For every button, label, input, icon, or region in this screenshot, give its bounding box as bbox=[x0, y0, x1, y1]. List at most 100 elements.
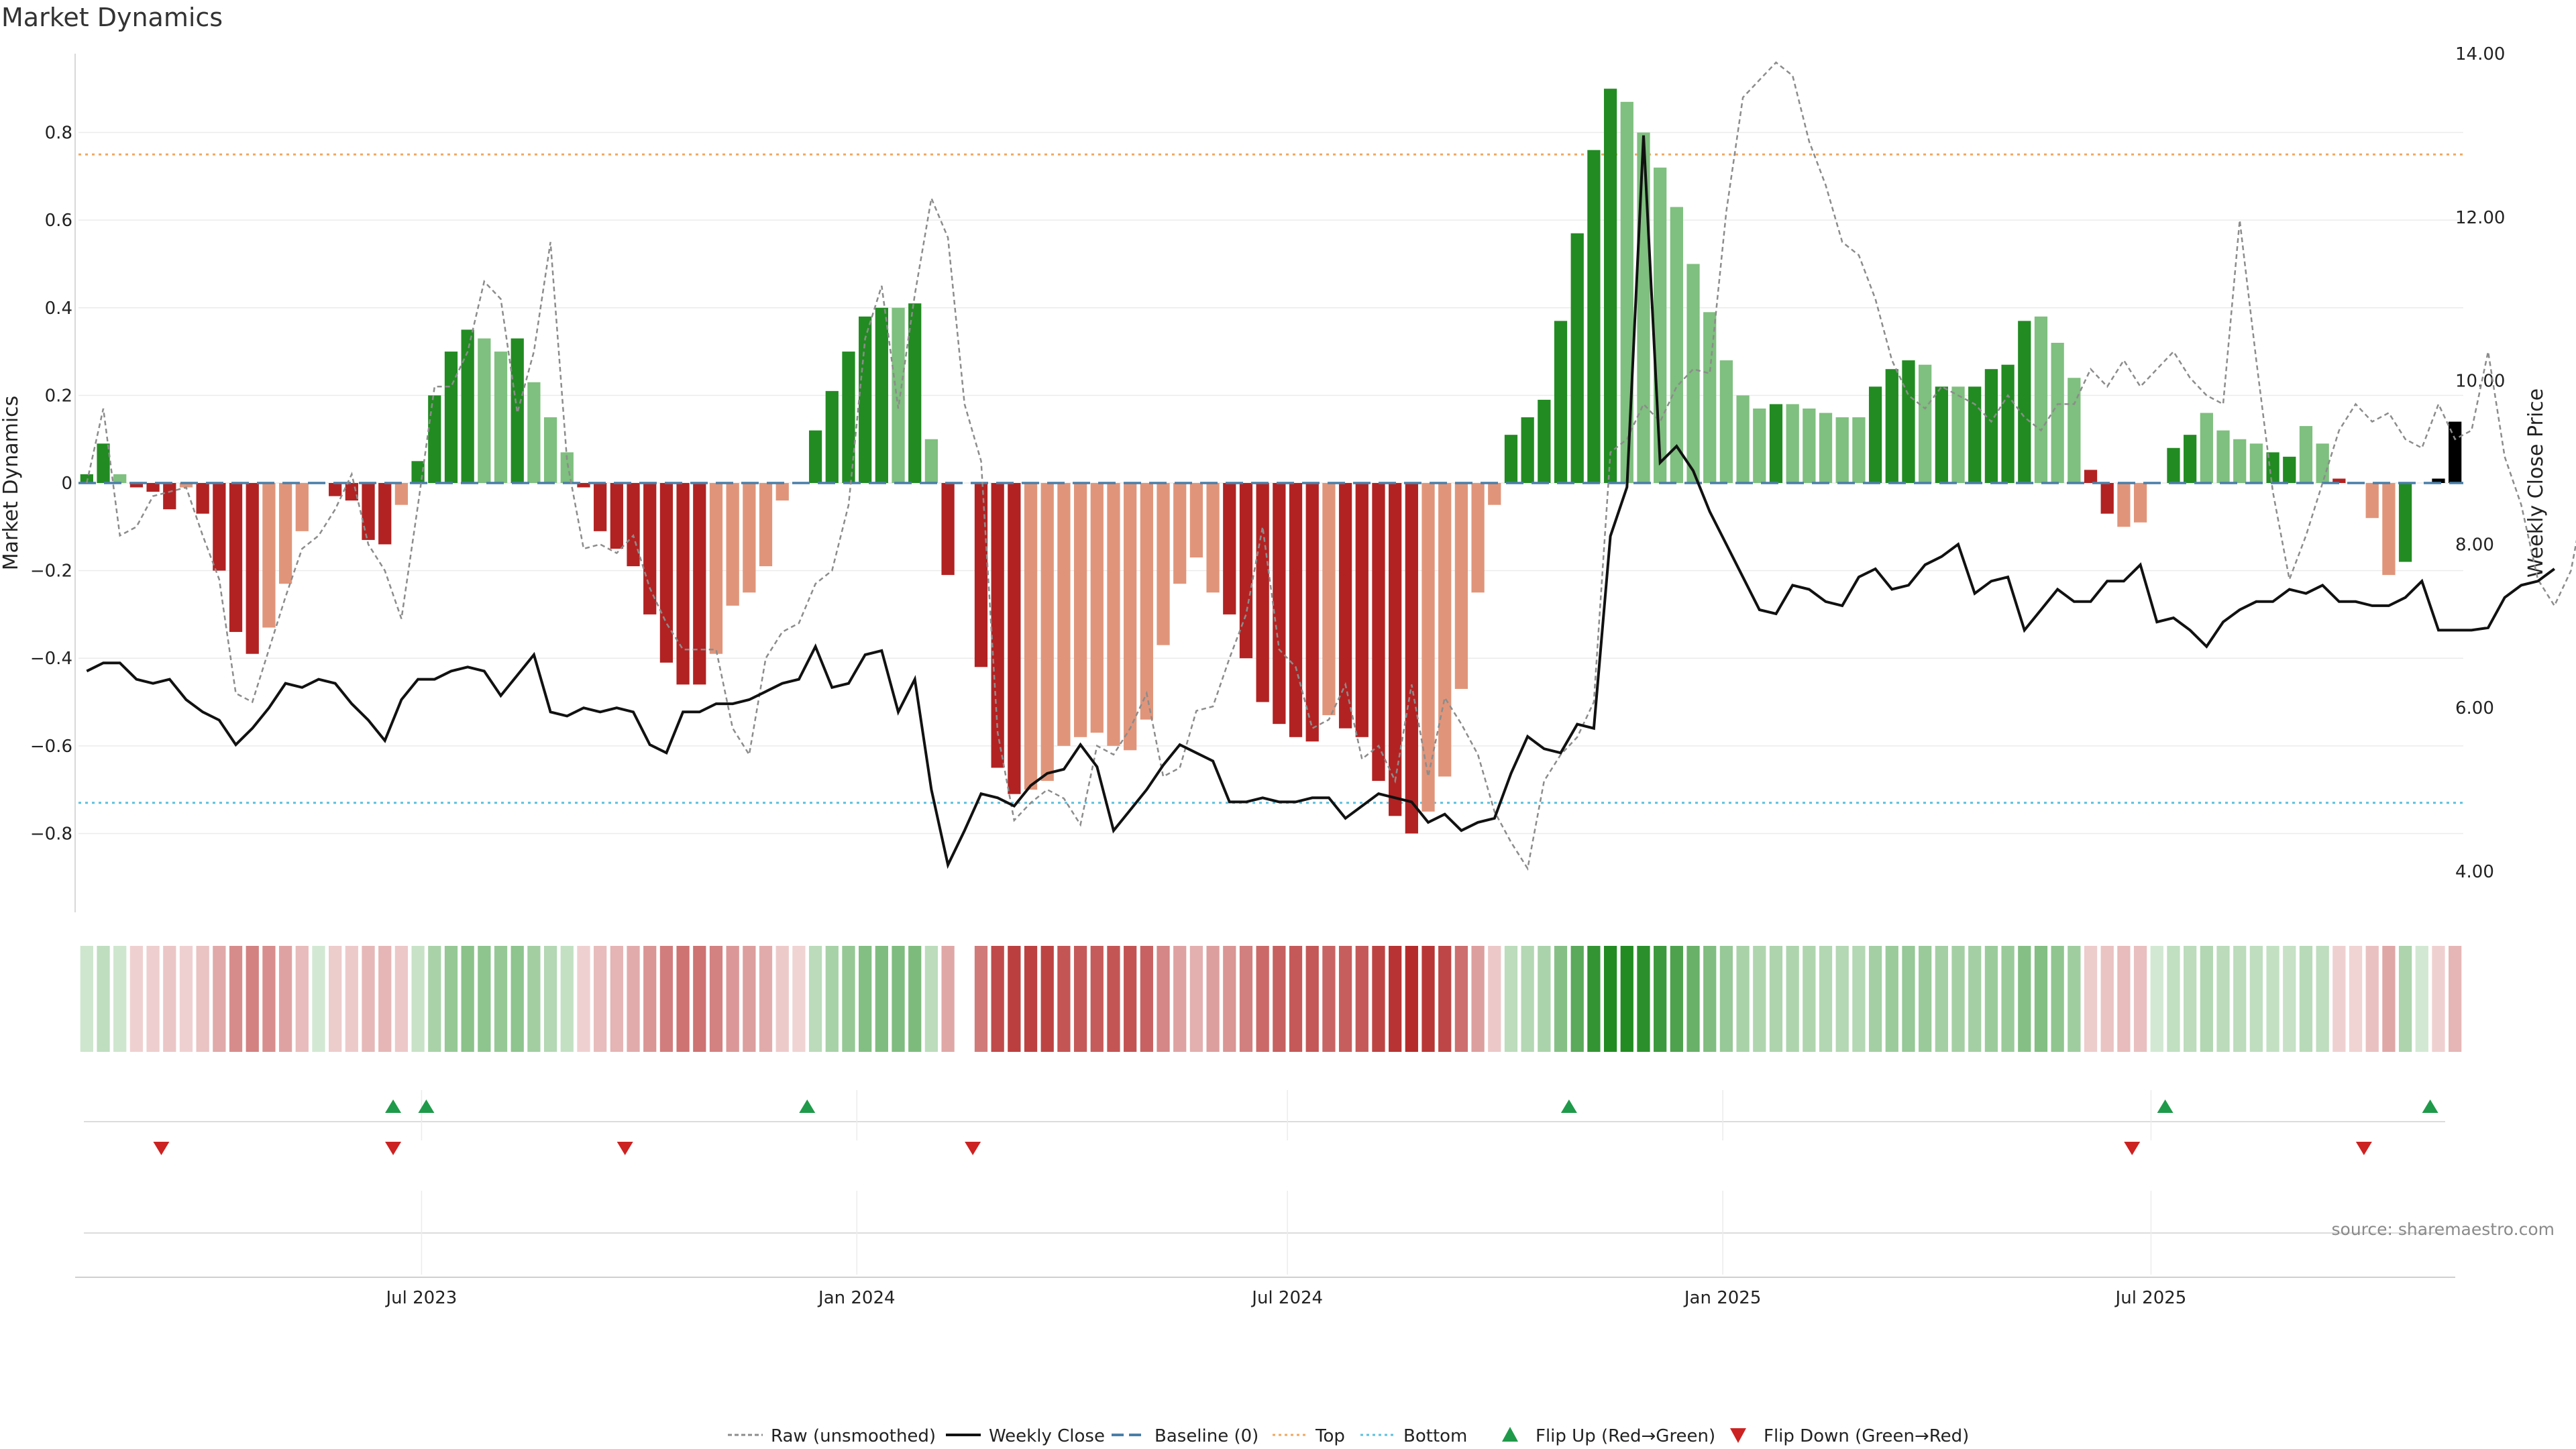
heat-strip-cell bbox=[1554, 946, 1568, 1052]
heat-strip-cell bbox=[1736, 946, 1750, 1052]
heat-strip-cell bbox=[991, 946, 1004, 1052]
flip-down-marker bbox=[2124, 1142, 2141, 1155]
heat-strip-cell bbox=[527, 946, 541, 1052]
heat-strip-cell bbox=[2299, 946, 2313, 1052]
heat-strip-cell bbox=[1769, 946, 1783, 1052]
legend-label: Flip Down (Green→Red) bbox=[1764, 1426, 1969, 1446]
bar bbox=[1786, 404, 1799, 483]
bar bbox=[345, 483, 358, 501]
heat-strip-cell bbox=[129, 946, 144, 1052]
bar bbox=[676, 483, 690, 685]
bar bbox=[991, 483, 1004, 768]
bar bbox=[775, 483, 789, 501]
heat-strip-cell bbox=[1140, 946, 1153, 1052]
flip-down-marker bbox=[965, 1142, 981, 1155]
bar bbox=[378, 483, 392, 545]
heat-strip-cell bbox=[659, 946, 674, 1052]
y-tick-label: 0 bbox=[61, 474, 72, 494]
bar bbox=[1554, 321, 1568, 483]
y-tick-label: 0.4 bbox=[45, 299, 72, 319]
bar bbox=[875, 307, 888, 483]
y-right-tick-label: 4.00 bbox=[2455, 862, 2494, 882]
heat-strip-cell bbox=[1587, 946, 1601, 1052]
heat-strip-cell bbox=[345, 946, 358, 1052]
heat-strip-cell bbox=[1984, 946, 1998, 1052]
heat-strip-cell bbox=[1372, 946, 1385, 1052]
heat-strip-cell bbox=[196, 946, 209, 1052]
bar bbox=[1471, 483, 1485, 593]
heat-strip-cell bbox=[1008, 946, 1021, 1052]
heat-strip-cell bbox=[444, 946, 458, 1052]
heat-strip-cell bbox=[312, 946, 325, 1052]
y-right-tick-label: 6.00 bbox=[2455, 698, 2494, 718]
heat-strip-cell bbox=[2216, 946, 2230, 1052]
heat-strip-cell bbox=[2398, 946, 2412, 1052]
bar bbox=[2299, 426, 2313, 483]
heat-strip-cell bbox=[229, 946, 243, 1052]
heat-strip-cell bbox=[792, 946, 806, 1052]
bar bbox=[842, 352, 855, 483]
heat-strip-cell bbox=[892, 946, 905, 1052]
y-right-axis-title: Weekly Close Price bbox=[2524, 388, 2548, 578]
bar bbox=[1803, 408, 1816, 483]
y-tick-label: −0.8 bbox=[30, 824, 72, 844]
heat-strip-cell bbox=[1024, 946, 1038, 1052]
y-tick-label: 0.8 bbox=[45, 123, 72, 144]
bar bbox=[726, 483, 739, 606]
heat-strip-cell bbox=[1405, 946, 1418, 1052]
bar bbox=[709, 483, 723, 654]
bar bbox=[1107, 483, 1120, 746]
y-right-tick-label: 8.00 bbox=[2455, 535, 2494, 555]
bar bbox=[1223, 483, 1236, 614]
heat-strip-cell bbox=[2432, 946, 2445, 1052]
heat-strip-cell bbox=[560, 946, 574, 1052]
bar bbox=[428, 395, 441, 483]
flip-up-marker bbox=[2157, 1099, 2174, 1113]
bar bbox=[2283, 456, 2296, 483]
heat-strip-cell bbox=[2365, 946, 2379, 1052]
heat-strip-cell bbox=[97, 946, 110, 1052]
heat-strip-cell bbox=[594, 946, 607, 1052]
bar bbox=[1984, 369, 1998, 483]
heat-strip-cell bbox=[859, 946, 872, 1052]
x-tick-label: Jul 2024 bbox=[1250, 1288, 1323, 1308]
bar bbox=[941, 483, 955, 576]
x-tick-label: Jan 2024 bbox=[817, 1288, 896, 1308]
x-tick-label: Jul 2025 bbox=[2114, 1288, 2187, 1308]
heat-strip-cell bbox=[875, 946, 888, 1052]
heat-strip-cell bbox=[1256, 946, 1269, 1052]
bar bbox=[924, 439, 938, 483]
heat-strip-cell bbox=[1603, 946, 1617, 1052]
heat-strip-cell bbox=[1454, 946, 1468, 1052]
heat-strip-cell bbox=[2184, 946, 2197, 1052]
heat-strip-cell bbox=[394, 946, 409, 1052]
legend-flip-down-swatch bbox=[1730, 1428, 1746, 1443]
bar bbox=[163, 483, 176, 510]
bar bbox=[1620, 101, 1633, 483]
flip-up-marker bbox=[418, 1099, 435, 1113]
bar bbox=[743, 483, 756, 593]
chart-title: Market Dynamics bbox=[1, 3, 223, 32]
bar bbox=[97, 443, 110, 483]
heat-strip-cell bbox=[610, 946, 623, 1052]
heat-strip-cell bbox=[1239, 946, 1253, 1052]
heat-strip-cell bbox=[1305, 946, 1319, 1052]
bar bbox=[461, 329, 474, 483]
heat-strip-cell bbox=[1819, 946, 1833, 1052]
bar bbox=[329, 483, 342, 496]
bar bbox=[1935, 386, 1948, 483]
legend-flip-up-swatch bbox=[1502, 1427, 1518, 1442]
bar bbox=[1670, 207, 1683, 483]
heat-strip-cell bbox=[1868, 946, 1882, 1052]
bar bbox=[1835, 417, 1849, 483]
bar bbox=[2167, 447, 2180, 483]
heat-strip-cell bbox=[2449, 946, 2462, 1052]
heat-strip-cell bbox=[213, 946, 226, 1052]
source-note: source: sharemaestro.com bbox=[2331, 1220, 2555, 1239]
flip-down-marker bbox=[616, 1142, 633, 1155]
bar bbox=[411, 461, 425, 483]
bar bbox=[113, 474, 127, 483]
bar bbox=[825, 390, 839, 483]
heat-strip-cell bbox=[1852, 946, 1866, 1052]
y-tick-label: 0.2 bbox=[45, 386, 72, 406]
